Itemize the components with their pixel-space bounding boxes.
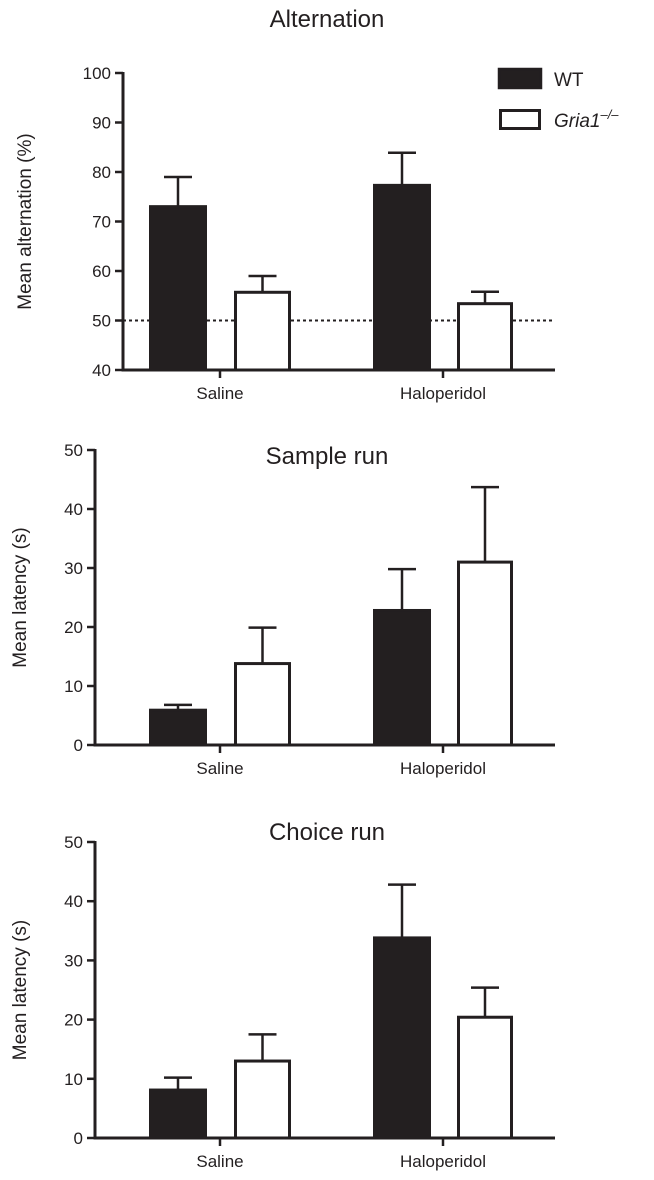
y-tick-label-30: 30 <box>64 951 83 970</box>
legend-label-wt: WT <box>554 70 584 91</box>
chart-title: Choice run <box>269 819 385 846</box>
x-category-label-saline: Saline <box>196 759 243 778</box>
bar-gria1-haloperidol <box>457 560 513 747</box>
y-tick-label-70: 70 <box>92 213 111 232</box>
bar-wt-haloperidol <box>373 183 431 372</box>
bar-gria1-haloperidol <box>457 1015 513 1140</box>
chart-title: Alternation <box>270 6 385 33</box>
bar-gria1-saline <box>234 1059 291 1140</box>
y-tick-label-50: 50 <box>92 312 111 331</box>
x-category-label-haloperidol: Haloperidol <box>400 759 486 778</box>
y-tick-label-0: 0 <box>74 1129 83 1148</box>
legend: WT Gria1–/– <box>497 67 619 132</box>
y-tick-label-100: 100 <box>83 64 111 83</box>
chart-panel-3: Choice run Mean latency (s) 0 10 20 30 40 50 Sal… <box>10 819 555 1171</box>
legend-label-gria1-main: Gria1 <box>554 111 600 132</box>
y-tick-label-90: 90 <box>92 114 111 133</box>
x-category-label-saline: Saline <box>196 1152 243 1171</box>
bar-wt-haloperidol <box>373 936 431 1140</box>
legend-label-gria1: Gria1–/– <box>554 107 619 132</box>
legend-swatch-wt <box>497 67 543 90</box>
legend-label-gria1-sup: –/– <box>599 107 619 122</box>
chart-panels: Alternation Mean alternation (%) 40 50 60 70 8… <box>10 6 555 1171</box>
bar-gria1-saline <box>234 290 291 372</box>
x-category-label-saline: Saline <box>196 384 243 403</box>
chart-panel-1: Alternation Mean alternation (%) 40 50 60 70 8… <box>15 6 555 403</box>
x-category-label-haloperidol: Haloperidol <box>400 1152 486 1171</box>
y-tick-label-50: 50 <box>64 833 83 852</box>
y-tick-label-60: 60 <box>92 262 111 281</box>
y-tick-label-30: 30 <box>64 559 83 578</box>
y-tick-label-40: 40 <box>64 892 83 911</box>
chart-title: Sample run <box>266 443 389 470</box>
legend-swatch-gria1 <box>499 109 541 130</box>
y-tick-label-80: 80 <box>92 163 111 182</box>
y-tick-label-40: 40 <box>92 361 111 380</box>
y-tick-label-50: 50 <box>64 441 83 460</box>
bar-gria1-saline <box>234 662 291 747</box>
y-tick-label-10: 10 <box>64 1070 83 1089</box>
y-axis-label: Mean alternation (%) <box>15 133 36 309</box>
y-tick-label-40: 40 <box>64 500 83 519</box>
y-tick-label-20: 20 <box>64 1011 83 1030</box>
y-axis-label: Mean latency (s) <box>10 920 31 1060</box>
y-tick-label-0: 0 <box>74 736 83 755</box>
bar-wt-saline <box>149 708 207 747</box>
bar-gria1-haloperidol <box>457 302 513 372</box>
bar-wt-haloperidol <box>373 608 431 747</box>
x-category-label-haloperidol: Haloperidol <box>400 384 486 403</box>
y-axis-label: Mean latency (s) <box>10 527 31 667</box>
y-tick-label-20: 20 <box>64 618 83 637</box>
y-tick-label-10: 10 <box>64 677 83 696</box>
bar-wt-saline <box>149 1088 207 1140</box>
bar-wt-saline <box>149 205 207 372</box>
chart-panel-2: Sample run Mean latency (s) 0 10 20 30 40 50 Sal… <box>10 441 555 778</box>
